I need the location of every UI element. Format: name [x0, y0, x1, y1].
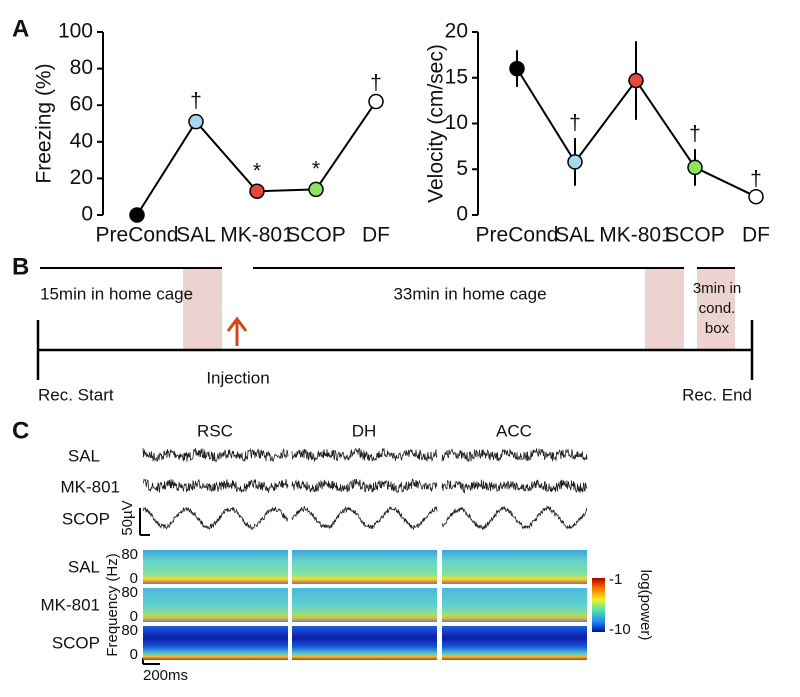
spectrogram — [143, 626, 288, 660]
y-tick-label: 60 — [70, 93, 93, 116]
point — [567, 154, 583, 170]
label: 33min in home cage — [393, 284, 546, 303]
point — [628, 72, 644, 89]
region-label: RSC — [197, 421, 233, 440]
x-tick-label: SCOP — [286, 224, 346, 247]
point — [509, 60, 525, 77]
label: 15min in home cage — [40, 284, 193, 303]
x-tick-label: PreCond — [96, 224, 179, 247]
shade — [697, 268, 735, 350]
trace — [441, 479, 588, 494]
point — [308, 181, 324, 198]
label: Rec. Start — [38, 385, 114, 404]
shade — [183, 268, 222, 350]
spectrogram — [442, 588, 587, 622]
colorbar — [592, 578, 605, 632]
frequency-tick: 80 — [121, 622, 138, 639]
x-tick-label: SAL — [176, 224, 216, 247]
label: 3min in — [693, 280, 741, 297]
trace — [291, 447, 438, 463]
y-tick-label: 15 — [445, 65, 468, 88]
y-axis-label: Velocity (cm/sec) — [425, 44, 448, 203]
y-tick-label: 5 — [456, 157, 468, 180]
y-tick-label: 0 — [456, 203, 468, 226]
point — [368, 93, 384, 110]
label: Injection — [206, 368, 269, 387]
y-tick-label: 40 — [70, 129, 93, 152]
row-label: SCOP — [62, 509, 110, 528]
scale-label: 50µV — [119, 500, 136, 535]
spectrogram — [143, 588, 288, 622]
row-label: MK-801 — [60, 477, 120, 496]
label: box — [705, 320, 730, 337]
row-label: SCOP — [52, 633, 100, 652]
spectrogram — [442, 550, 587, 584]
frequency-tick: 0 — [130, 570, 138, 587]
colorbar-tick: -1 — [609, 571, 622, 588]
shade — [645, 268, 684, 350]
trace — [142, 447, 289, 463]
frequency-tick: 80 — [121, 584, 138, 601]
trace — [142, 506, 289, 531]
scale-label: 200ms — [143, 667, 188, 684]
x-tick-label: SAL — [555, 224, 595, 247]
colorbar-tick: -10 — [609, 621, 631, 638]
y-tick-label: 20 — [70, 166, 93, 189]
label: Rec. End — [682, 385, 752, 404]
label: cond. — [699, 300, 736, 317]
x-tick-label: SCOP — [665, 224, 725, 247]
annotation: † — [689, 123, 701, 146]
trace — [291, 478, 438, 494]
point — [188, 113, 204, 130]
annotation: † — [569, 112, 581, 135]
annotation: * — [253, 159, 261, 182]
region-label: ACC — [496, 421, 532, 440]
y-tick-label: 100 — [58, 20, 93, 43]
y-tick-label: 0 — [81, 203, 93, 226]
timeline: 15min in home cage 33min in home cage 3m… — [36, 267, 754, 404]
annotation: * — [312, 157, 320, 180]
x-tick-label: MK-801 — [599, 224, 673, 247]
region-label: DH — [352, 421, 377, 440]
trace — [441, 448, 588, 463]
arrow — [226, 316, 248, 332]
x-tick-label: DF — [742, 224, 770, 247]
annotation: † — [370, 71, 382, 94]
x-tick-label: MK-801 — [220, 224, 294, 247]
spectrogram — [292, 588, 437, 622]
point — [129, 207, 145, 223]
row-label: SAL — [68, 557, 100, 576]
y-tick-label: 80 — [70, 56, 93, 79]
spectrogram — [292, 550, 437, 584]
annotation: † — [190, 90, 202, 113]
trace — [142, 478, 289, 493]
row-label: MK-801 — [40, 595, 100, 614]
row-label: SAL — [68, 446, 100, 465]
trace — [291, 505, 438, 531]
frequency-tick: 80 — [121, 546, 138, 563]
recordings: RSC DH ACC SAL MK-801 SCOP 50µV Frequenc… — [40, 421, 654, 683]
y-tick-label: 20 — [445, 20, 468, 43]
axis-label: Frequency (Hz) — [104, 553, 121, 656]
trace — [441, 505, 588, 531]
y-tick-label: 10 — [445, 111, 468, 134]
point — [687, 159, 703, 176]
frequency-tick: 0 — [130, 646, 138, 663]
annotation: † — [750, 168, 762, 191]
point — [748, 188, 764, 205]
panel-label: B — [12, 253, 29, 280]
spectrogram — [442, 626, 587, 660]
spectrogram — [143, 550, 288, 584]
x-tick-label: PreCond — [476, 224, 559, 247]
colorbar-label: log(power) — [637, 570, 654, 641]
frequency-tick: 0 — [130, 608, 138, 625]
panel-label: A — [12, 15, 29, 42]
spectrogram — [292, 626, 437, 660]
y-axis-label: Freezing (%) — [33, 63, 56, 183]
x-tick-label: DF — [362, 224, 390, 247]
panel-label: C — [12, 417, 29, 444]
point — [249, 183, 265, 199]
